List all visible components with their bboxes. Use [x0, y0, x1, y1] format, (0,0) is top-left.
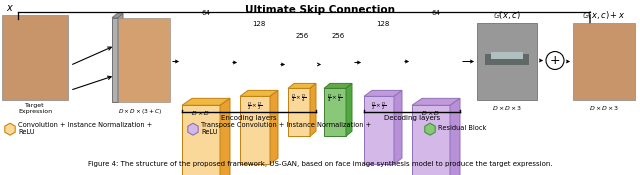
Polygon shape	[324, 88, 346, 136]
Text: 128: 128	[376, 21, 390, 27]
Polygon shape	[364, 96, 394, 164]
Text: $D \times D \times (3+C)$: $D \times D \times (3+C)$	[118, 107, 163, 116]
Text: $D \times D$: $D \times D$	[422, 109, 440, 117]
Polygon shape	[288, 88, 310, 136]
Polygon shape	[240, 96, 270, 164]
Text: Target
Expression: Target Expression	[18, 103, 52, 114]
Text: Encoding layers: Encoding layers	[221, 115, 277, 121]
Text: 256: 256	[296, 33, 308, 39]
Polygon shape	[394, 90, 402, 164]
Text: Decoding layers: Decoding layers	[384, 115, 440, 121]
Polygon shape	[112, 14, 123, 18]
Polygon shape	[324, 83, 352, 88]
Polygon shape	[270, 90, 278, 164]
Text: $D \times D \times 3$: $D \times D \times 3$	[589, 104, 620, 112]
FancyBboxPatch shape	[477, 23, 537, 100]
FancyBboxPatch shape	[118, 18, 170, 102]
Text: Figure 4: The structure of the proposed framework, US-GAN, based on face image s: Figure 4: The structure of the proposed …	[88, 161, 552, 167]
Polygon shape	[412, 105, 450, 175]
Text: 256: 256	[332, 33, 344, 39]
Polygon shape	[412, 98, 460, 105]
Text: $\frac{D}{2} \times \frac{D}{2}$: $\frac{D}{2} \times \frac{D}{2}$	[247, 100, 262, 112]
Text: Residual Block: Residual Block	[438, 125, 486, 131]
Polygon shape	[450, 98, 460, 175]
Circle shape	[546, 52, 564, 69]
Polygon shape	[182, 105, 220, 175]
Text: 64: 64	[431, 10, 440, 16]
Polygon shape	[240, 90, 278, 96]
Text: Transpose Convolution + Instance Normalization +
ReLU: Transpose Convolution + Instance Normali…	[201, 122, 371, 135]
Text: Ultimate Skip Connection: Ultimate Skip Connection	[245, 5, 395, 15]
Text: 64: 64	[202, 10, 211, 16]
Polygon shape	[182, 98, 230, 105]
Polygon shape	[364, 90, 402, 96]
Polygon shape	[346, 83, 352, 136]
Polygon shape	[5, 123, 15, 135]
FancyBboxPatch shape	[491, 52, 523, 58]
Text: $+$: $+$	[549, 54, 561, 67]
Text: $\mathbb{G}(x,c)$: $\mathbb{G}(x,c)$	[493, 9, 521, 21]
Text: $\frac{D}{4} \times \frac{D}{4}$: $\frac{D}{4} \times \frac{D}{4}$	[327, 92, 342, 104]
Polygon shape	[118, 14, 123, 102]
Polygon shape	[220, 98, 230, 175]
Text: Convolution + Instance Normalization +
ReLU: Convolution + Instance Normalization + R…	[18, 122, 152, 135]
Polygon shape	[310, 83, 316, 136]
Text: $D \times D \times 3$: $D \times D \times 3$	[492, 104, 522, 112]
Text: $\frac{D}{2} \times \frac{D}{2}$: $\frac{D}{2} \times \frac{D}{2}$	[371, 100, 387, 112]
Text: $D \times D$: $D \times D$	[191, 109, 211, 117]
Text: $\mathbb{G}(x,c)+x$: $\mathbb{G}(x,c)+x$	[582, 9, 626, 21]
Text: 128: 128	[252, 21, 266, 27]
Polygon shape	[288, 83, 316, 88]
Polygon shape	[425, 123, 435, 135]
Text: $\frac{D}{4} \times \frac{D}{4}$: $\frac{D}{4} \times \frac{D}{4}$	[291, 92, 307, 104]
Polygon shape	[112, 18, 118, 102]
Text: $x$: $x$	[6, 3, 14, 13]
FancyBboxPatch shape	[573, 23, 635, 100]
Polygon shape	[188, 123, 198, 135]
FancyBboxPatch shape	[485, 54, 529, 65]
FancyBboxPatch shape	[2, 15, 68, 100]
